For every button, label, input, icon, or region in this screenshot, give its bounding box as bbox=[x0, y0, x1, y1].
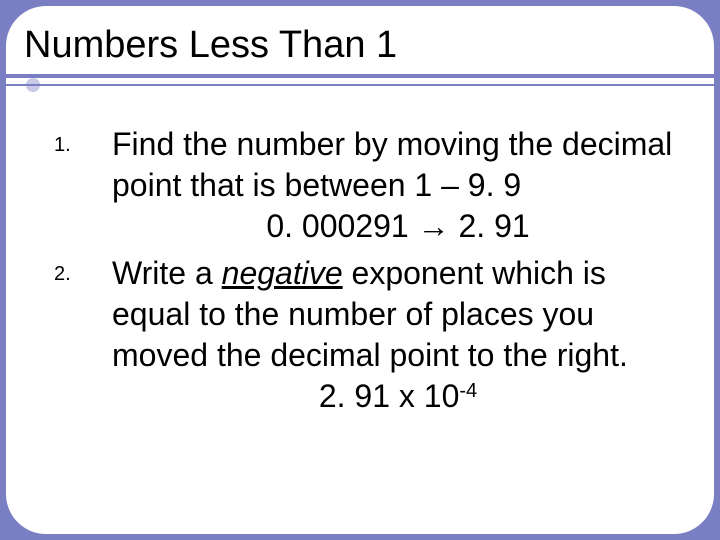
example-right: 2. 91 bbox=[458, 208, 529, 244]
slide-card: Numbers Less Than 1 1. Find the number b… bbox=[6, 6, 714, 534]
result-base: 2. 91 x 10 bbox=[319, 378, 460, 414]
item-body: Write a negative exponent which is equal… bbox=[112, 253, 684, 417]
result-exponent: -4 bbox=[459, 380, 477, 402]
title-divider-thin bbox=[6, 84, 714, 86]
arrow-icon: → bbox=[418, 208, 450, 244]
title-bar: Numbers Less Than 1 bbox=[6, 16, 714, 74]
example-left: 0. 000291 bbox=[266, 208, 408, 244]
list-item: 1. Find the number by moving the decimal… bbox=[54, 124, 684, 247]
list-number: 1. bbox=[54, 134, 71, 157]
slide-title: Numbers Less Than 1 bbox=[6, 24, 397, 67]
list-item: 2. Write a negative exponent which is eq… bbox=[54, 253, 684, 417]
title-divider-thick bbox=[6, 74, 714, 78]
item-result: 2. 91 x 10-4 bbox=[112, 376, 684, 417]
item-body: Find the number by moving the decimal po… bbox=[112, 124, 684, 247]
item-text: Find the number by moving the decimal po… bbox=[112, 126, 672, 203]
numbered-list: 1. Find the number by moving the decimal… bbox=[54, 124, 684, 417]
item-example: 0. 000291 → 2. 91 bbox=[112, 206, 684, 247]
negative-word: negative bbox=[222, 255, 343, 291]
list-number: 2. bbox=[54, 263, 71, 286]
content-area: 1. Find the number by moving the decimal… bbox=[54, 124, 684, 514]
item-text-pre: Write a bbox=[112, 255, 222, 291]
